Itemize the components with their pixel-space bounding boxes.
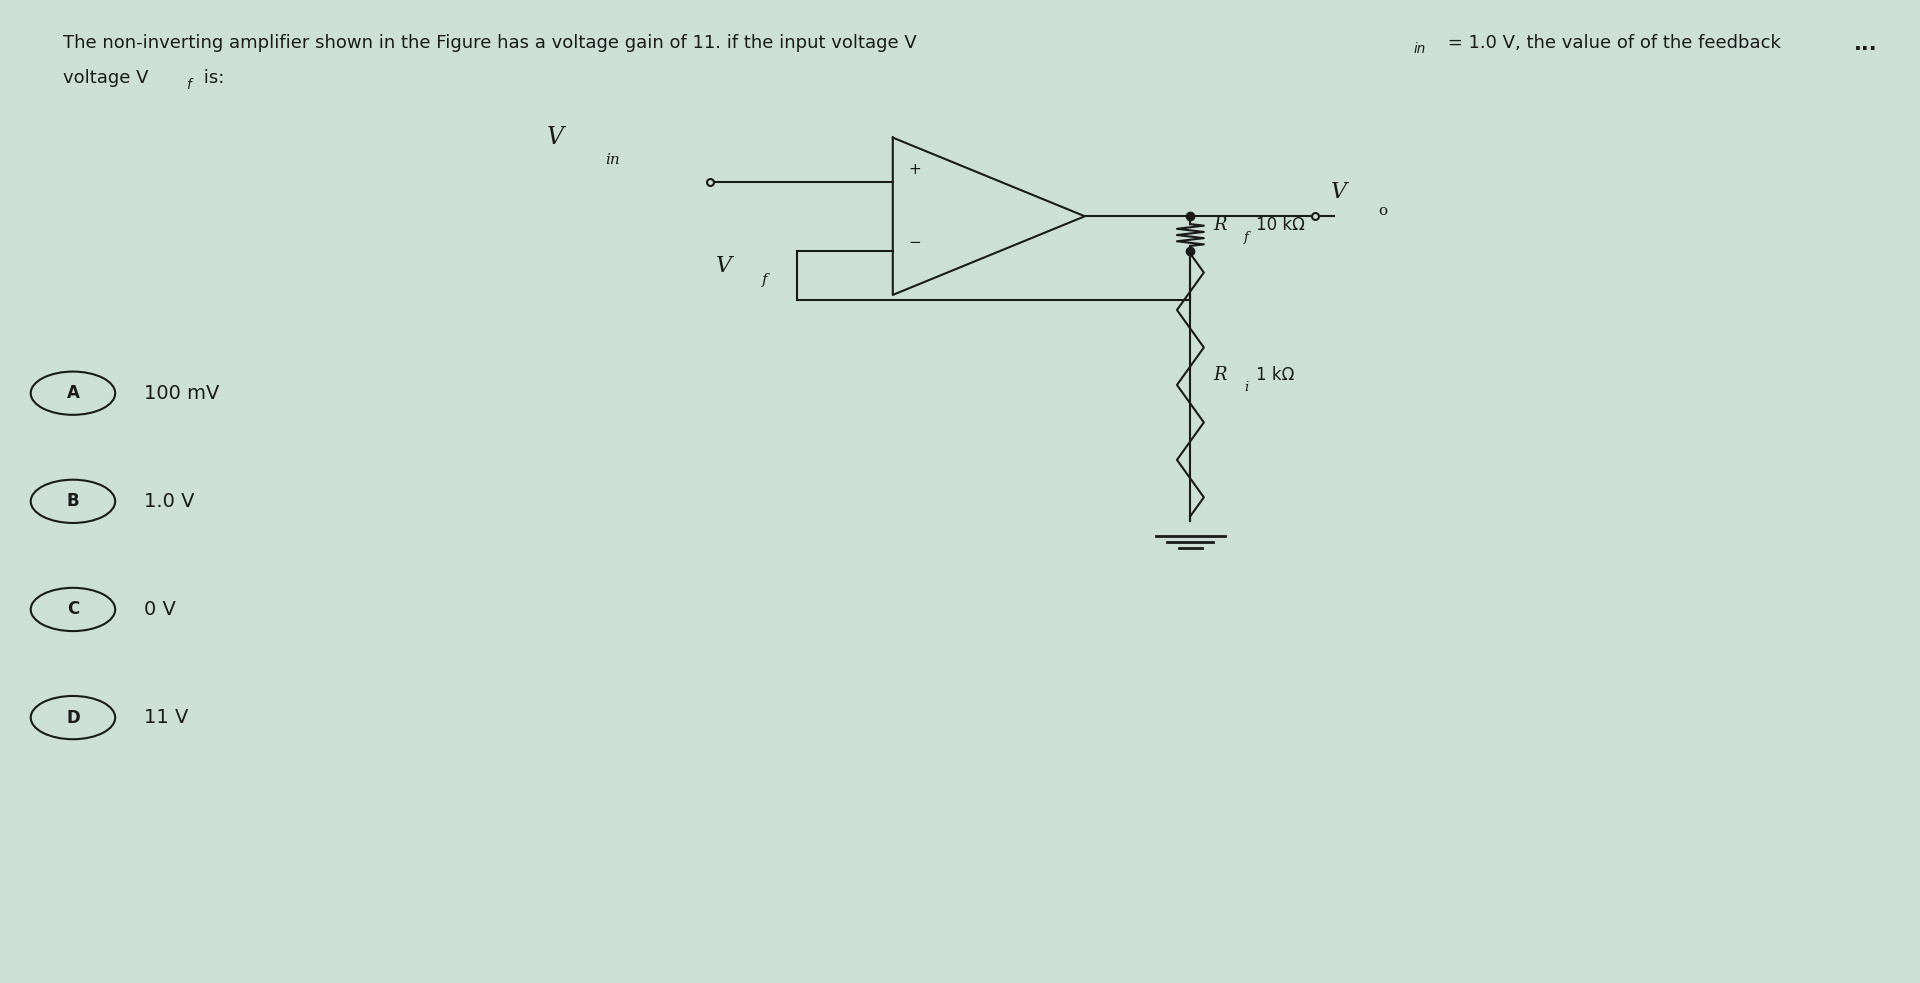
- Text: is:: is:: [198, 69, 225, 87]
- Text: +: +: [908, 162, 922, 177]
- Text: C: C: [67, 601, 79, 618]
- Text: V: V: [1331, 181, 1346, 202]
- Text: R: R: [1213, 366, 1227, 384]
- Text: 0 V: 0 V: [144, 600, 177, 619]
- Text: 10 kΩ: 10 kΩ: [1256, 216, 1304, 234]
- Text: 100 mV: 100 mV: [144, 383, 219, 403]
- Text: The non-inverting amplifier shown in the Figure has a voltage gain of 11. if the: The non-inverting amplifier shown in the…: [63, 34, 918, 52]
- Text: V: V: [716, 255, 732, 276]
- Text: o: o: [1379, 204, 1388, 218]
- Text: ...: ...: [1855, 34, 1878, 54]
- Text: in: in: [1413, 42, 1425, 56]
- Text: in: in: [605, 153, 620, 167]
- Text: V: V: [547, 126, 564, 148]
- Text: 1 kΩ: 1 kΩ: [1256, 366, 1294, 384]
- Text: f: f: [762, 273, 768, 287]
- Text: f: f: [186, 78, 190, 91]
- Text: D: D: [65, 709, 81, 726]
- Text: i: i: [1244, 381, 1248, 394]
- Text: = 1.0 V, the value of of the feedback: = 1.0 V, the value of of the feedback: [1442, 34, 1780, 52]
- Text: R: R: [1213, 216, 1227, 234]
- Text: voltage V: voltage V: [63, 69, 150, 87]
- Text: f: f: [1244, 231, 1250, 245]
- Text: A: A: [67, 384, 79, 402]
- Text: 11 V: 11 V: [144, 708, 188, 727]
- Text: 1.0 V: 1.0 V: [144, 492, 194, 511]
- Text: −: −: [908, 236, 922, 251]
- Text: B: B: [67, 492, 79, 510]
